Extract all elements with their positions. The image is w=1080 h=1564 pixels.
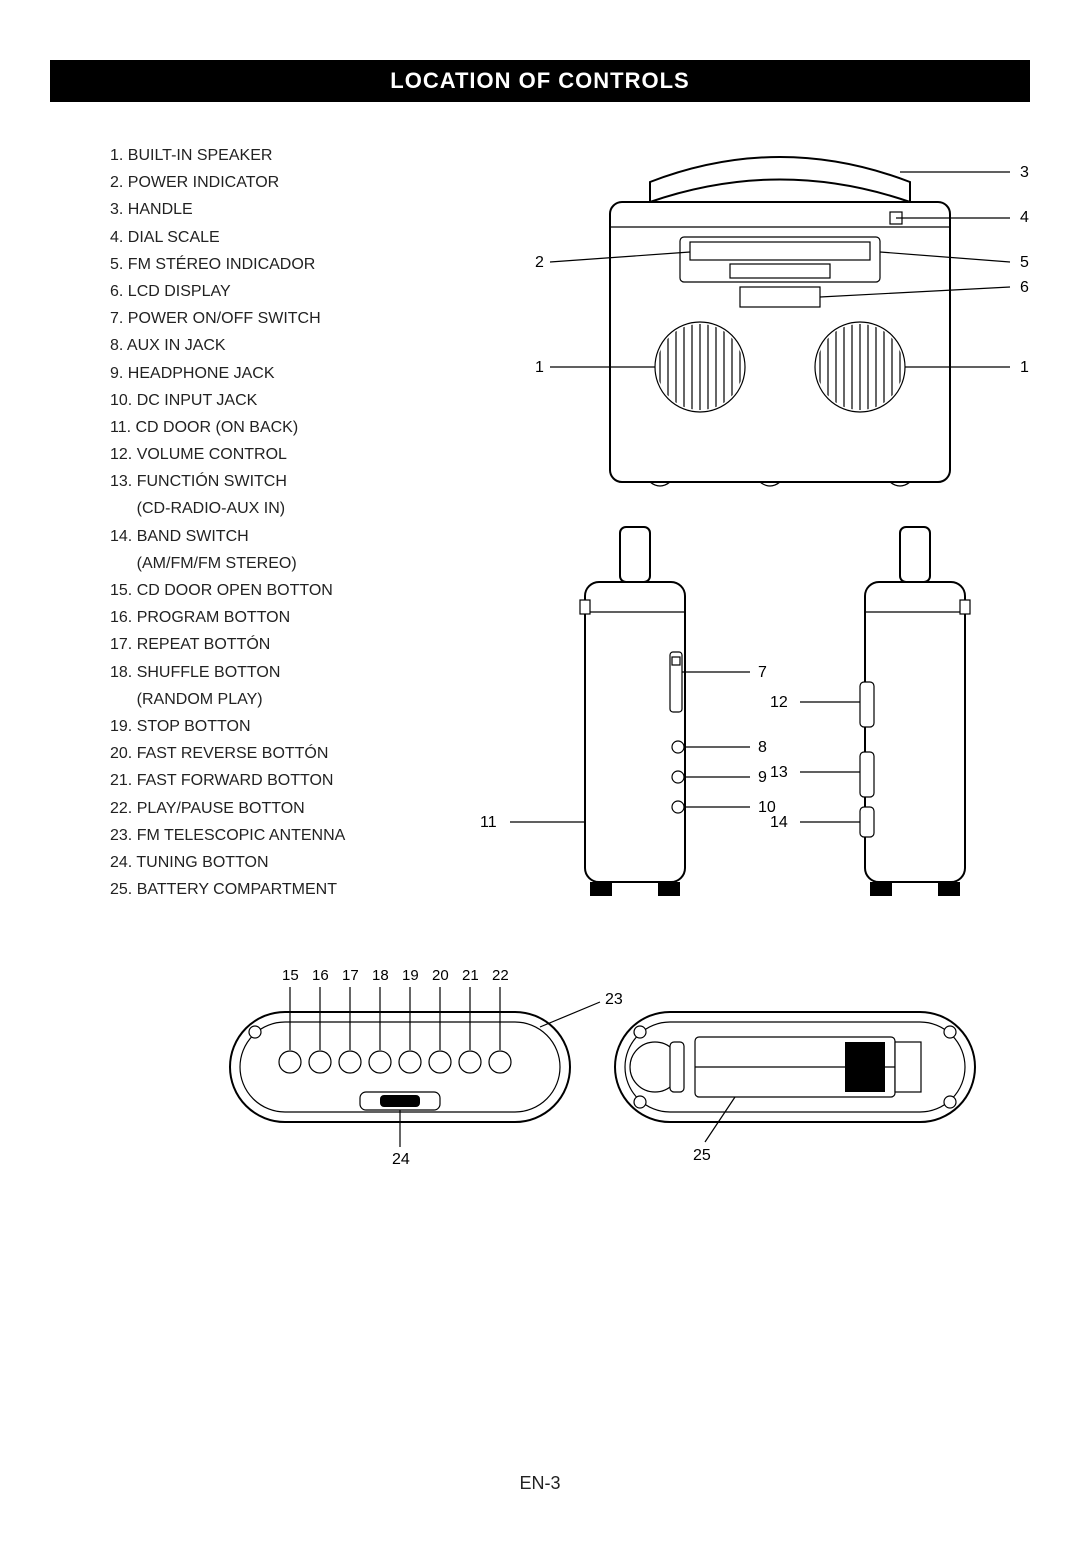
svg-text:2: 2 — [535, 254, 544, 271]
control-item: 6. LCD DISPLAY — [110, 278, 450, 305]
svg-text:15: 15 — [282, 967, 299, 984]
svg-text:1: 1 — [1020, 359, 1029, 376]
svg-text:19: 19 — [402, 967, 419, 984]
svg-text:25: 25 — [693, 1147, 711, 1164]
page-title-bar: LOCATION OF CONTROLS — [50, 60, 1030, 102]
svg-text:17: 17 — [342, 967, 359, 984]
front-view-diagram: 2 1 3 4 5 6 1 — [530, 142, 1050, 512]
svg-text:5: 5 — [1020, 254, 1029, 271]
control-item: 2. POWER INDICATOR — [110, 169, 450, 196]
control-item: 5. FM STÉREO INDICADOR — [110, 251, 450, 278]
svg-text:22: 22 — [492, 967, 509, 984]
svg-text:8: 8 — [758, 739, 767, 756]
side-left-diagram: 7 8 9 10 11 — [520, 522, 790, 922]
svg-text:16: 16 — [312, 967, 329, 984]
control-item: 20. FAST REVERSE BOTTÓN — [110, 740, 450, 767]
control-item-sub: (AM/FM/FM STEREO) — [110, 550, 450, 577]
control-item: 13. FUNCTIÓN SWITCH — [110, 468, 450, 495]
control-item: 12. VOLUME CONTROL — [110, 441, 450, 468]
side-right-diagram: 12 13 14 — [800, 522, 1040, 922]
control-item: 1. BUILT-IN SPEAKER — [110, 142, 450, 169]
control-item: 14. BAND SWITCH — [110, 523, 450, 550]
control-item: 9. HEADPHONE JACK — [110, 360, 450, 387]
page-number: EN-3 — [0, 1473, 1080, 1494]
page-title: LOCATION OF CONTROLS — [390, 68, 689, 93]
control-item: 23. FM TELESCOPIC ANTENNA — [110, 822, 450, 849]
svg-text:6: 6 — [1020, 279, 1029, 296]
control-item: 25. BATTERY COMPARTMENT — [110, 876, 450, 903]
control-item: 11. CD DOOR (ON BACK) — [110, 414, 450, 441]
control-item: 15. CD DOOR OPEN BOTTON — [110, 577, 450, 604]
top-view-diagram: 1516171819202122 23 24 — [170, 932, 650, 1172]
svg-text:13: 13 — [770, 764, 788, 781]
svg-text:21: 21 — [462, 967, 479, 984]
control-item: 3. HANDLE — [110, 196, 450, 223]
svg-text:3: 3 — [1020, 164, 1029, 181]
svg-text:4: 4 — [1020, 209, 1029, 226]
svg-text:7: 7 — [758, 664, 767, 681]
control-item: 19. STOP BOTTON — [110, 713, 450, 740]
svg-text:18: 18 — [372, 967, 389, 984]
content-area: 1. BUILT-IN SPEAKER2. POWER INDICATOR3. … — [50, 142, 1030, 1142]
svg-text:20: 20 — [432, 967, 449, 984]
bottom-view-diagram: 25 — [585, 942, 1015, 1162]
control-item: 17. REPEAT BOTTÓN — [110, 631, 450, 658]
control-item-sub: (RANDOM PLAY) — [110, 686, 450, 713]
svg-text:1: 1 — [535, 359, 544, 376]
svg-text:9: 9 — [758, 769, 767, 786]
control-item: 18. SHUFFLE BOTTON — [110, 659, 450, 686]
control-item: 4. DIAL SCALE — [110, 224, 450, 251]
control-item: 22. PLAY/PAUSE BOTTON — [110, 795, 450, 822]
control-item-sub: (CD-RADIO-AUX IN) — [110, 495, 450, 522]
control-item: 24. TUNING BOTTON — [110, 849, 450, 876]
control-item: 7. POWER ON/OFF SWITCH — [110, 305, 450, 332]
control-item: 10. DC INPUT JACK — [110, 387, 450, 414]
control-item: 21. FAST FORWARD BOTTON — [110, 767, 450, 794]
svg-text:12: 12 — [770, 694, 788, 711]
manual-page: LOCATION OF CONTROLS 1. BUILT-IN SPEAKER… — [0, 0, 1080, 1564]
control-item: 8. AUX IN JACK — [110, 332, 450, 359]
svg-text:24: 24 — [392, 1151, 410, 1168]
svg-text:14: 14 — [770, 814, 788, 831]
svg-text:11: 11 — [480, 814, 497, 831]
control-item: 16. PROGRAM BOTTON — [110, 604, 450, 631]
diagrams-area: 2 1 3 4 5 6 1 — [470, 142, 1030, 1142]
